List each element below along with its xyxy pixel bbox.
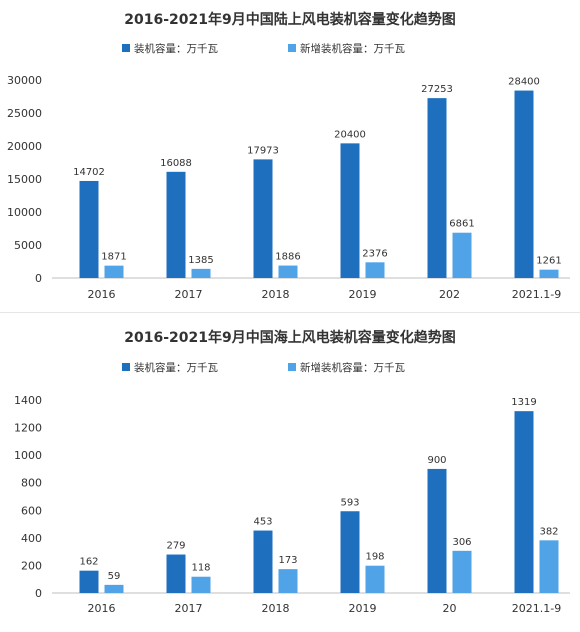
legend-swatch-1 — [122, 44, 130, 52]
bar-new-2018 — [278, 569, 298, 593]
y-tick-label: 0 — [35, 272, 42, 285]
bar-new-2016 — [104, 265, 124, 278]
x-tick-label-2018: 2018 — [262, 602, 290, 615]
y-tick-label: 400 — [21, 532, 42, 545]
data-label-new-2019: 198 — [365, 552, 384, 563]
data-label-new-2018: 173 — [278, 555, 297, 566]
x-tick-label-2016: 2016 — [88, 288, 116, 301]
bar-new-2021.1-9 — [539, 540, 559, 593]
legend-label-2: 新增装机容量：万千瓦 — [300, 42, 405, 55]
data-label-new-2020: 306 — [452, 537, 471, 548]
bar-new-2020 — [452, 550, 472, 593]
bar-new-2017 — [191, 576, 211, 593]
bar-installed-2019 — [340, 511, 360, 593]
y-tick-label: 15000 — [7, 173, 42, 186]
data-label-new-2018: 1886 — [275, 252, 300, 263]
x-tick-label-2020: 202 — [439, 288, 460, 301]
data-label-new-2016: 1871 — [101, 252, 126, 263]
x-tick-label-2018: 2018 — [262, 288, 290, 301]
data-label-installed-2021.1-9: 28400 — [508, 77, 540, 88]
data-label-installed-2017: 16088 — [160, 158, 192, 169]
bar-installed-2017 — [166, 171, 186, 278]
data-label-new-2021.1-9: 382 — [539, 526, 558, 537]
data-label-new-2021.1-9: 1261 — [536, 256, 561, 267]
chart-title: 2016-2021年9月中国海上风电装机容量变化趋势图 — [124, 329, 455, 346]
x-tick-label-2019: 2019 — [349, 288, 377, 301]
legend-swatch-2 — [288, 44, 296, 52]
bar-installed-2021.1-9 — [514, 411, 534, 593]
y-tick-label: 600 — [21, 504, 42, 517]
y-tick-label: 20000 — [7, 140, 42, 153]
data-label-installed-2020: 27253 — [421, 84, 453, 95]
y-tick-label: 10000 — [7, 206, 42, 219]
bar-installed-2017 — [166, 554, 186, 593]
data-label-new-2020: 6861 — [449, 219, 474, 230]
x-tick-label-2017: 2017 — [175, 288, 203, 301]
data-label-installed-2016: 162 — [79, 557, 98, 568]
bar-installed-2018 — [253, 530, 273, 593]
x-tick-label-2020: 20 — [443, 602, 457, 615]
x-tick-label-2019: 2019 — [349, 602, 377, 615]
y-tick-label: 1400 — [14, 394, 42, 407]
data-label-installed-2019: 20400 — [334, 129, 366, 140]
x-tick-label-2016: 2016 — [88, 602, 116, 615]
onshore-chart-panel: 2016-2021年9月中国陆上风电装机容量变化趋势图装机容量：万千瓦 新增装机容… — [0, 0, 580, 313]
y-tick-label: 1000 — [14, 449, 42, 462]
data-label-installed-2021.1-9: 1319 — [511, 397, 536, 408]
bar-installed-2021.1-9 — [514, 90, 534, 278]
legend-swatch-2 — [288, 363, 296, 371]
y-tick-label: 1200 — [14, 422, 42, 435]
data-label-installed-2020: 900 — [427, 455, 446, 466]
chart-title: 2016-2021年9月中国陆上风电装机容量变化趋势图 — [124, 11, 455, 28]
x-tick-label-2021.1-9: 2021.1-9 — [512, 602, 561, 615]
legend-label-1: 装机容量：万千瓦 — [134, 42, 218, 55]
data-label-new-2016: 59 — [108, 571, 121, 582]
data-label-new-2019: 2376 — [362, 248, 387, 259]
bar-installed-2016 — [79, 180, 99, 278]
y-tick-label: 5000 — [14, 239, 42, 252]
legend-label-1: 装机容量：万千瓦 — [134, 361, 218, 374]
bar-new-2019 — [365, 565, 385, 593]
bar-new-2021.1-9 — [539, 269, 559, 278]
offshore-chart-panel: 2016-2021年9月中国海上风电装机容量变化趋势图装机容量：万千瓦 新增装机容… — [0, 322, 580, 628]
y-tick-label: 800 — [21, 477, 42, 490]
bar-new-2016 — [104, 584, 124, 593]
y-tick-label: 200 — [21, 559, 42, 572]
data-label-installed-2019: 593 — [340, 497, 359, 508]
legend-label-2: 新增装机容量：万千瓦 — [300, 361, 405, 374]
y-tick-label: 0 — [35, 587, 42, 600]
y-tick-label: 30000 — [7, 74, 42, 87]
bar-new-2017 — [191, 268, 211, 278]
bar-installed-2018 — [253, 159, 273, 278]
x-tick-label-2021.1-9: 2021.1-9 — [512, 288, 561, 301]
bar-installed-2016 — [79, 570, 99, 593]
y-tick-label: 25000 — [7, 107, 42, 120]
bar-installed-2019 — [340, 143, 360, 278]
data-label-installed-2018: 453 — [253, 517, 272, 528]
data-label-installed-2017: 279 — [166, 541, 185, 552]
legend-swatch-1 — [122, 363, 130, 371]
bar-new-2019 — [365, 262, 385, 278]
data-label-installed-2016: 14702 — [73, 167, 105, 178]
x-tick-label-2017: 2017 — [175, 602, 203, 615]
data-label-installed-2018: 17973 — [247, 145, 279, 156]
data-label-new-2017: 1385 — [188, 255, 213, 266]
bar-new-2020 — [452, 232, 472, 278]
data-label-new-2017: 118 — [191, 563, 210, 574]
bar-new-2018 — [278, 265, 298, 278]
bar-installed-2020 — [427, 468, 447, 593]
bar-installed-2020 — [427, 98, 447, 278]
